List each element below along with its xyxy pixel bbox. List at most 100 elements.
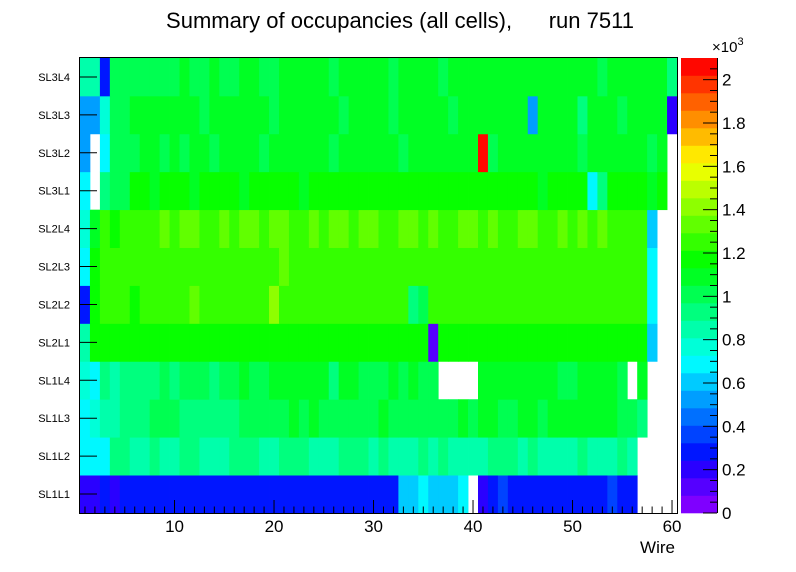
heatmap-cell [159,361,170,400]
heatmap-cell [229,209,240,248]
heatmap-cell [99,285,111,324]
heatmap-cell [269,171,280,211]
heatmap-cell [378,171,389,211]
heatmap-cell [249,437,260,476]
heatmap-cell [567,58,578,97]
heatmap-cell [567,323,578,362]
heatmap-cell [408,58,419,97]
heatmap-cell [547,209,558,248]
y-tick-label: SL3L4 [38,72,70,84]
heatmap-cell [259,361,270,400]
heatmap-cell [119,133,131,173]
heatmap-cell [179,475,190,514]
heatmap-cell [159,247,170,286]
heatmap-cell [577,247,588,286]
heatmap-cell [99,361,111,400]
heatmap-cell [637,285,648,324]
heatmap-cell [408,361,419,400]
heatmap-cell [139,209,151,248]
heatmap-cell [478,361,489,400]
heatmap-cell [99,209,111,248]
heatmap-cell [527,361,539,400]
heatmap-cell [308,437,320,476]
heatmap-cell [318,475,330,514]
heatmap-cell [129,133,141,173]
heatmap-cell [259,475,270,514]
heatmap-cell [318,399,330,438]
heatmap-cell [418,437,429,476]
heatmap-cell [607,437,618,476]
heatmap-cell [159,399,170,438]
heatmap-cell [179,285,190,324]
z-tick-label: 1 [722,287,731,306]
palette-band [681,478,717,496]
heatmap-cell [378,58,389,97]
heatmap-cell [547,95,558,135]
heatmap-cell [398,285,409,324]
heatmap-cell [617,171,628,211]
heatmap-cell [487,285,499,324]
heatmap-cell [348,133,359,173]
heatmap-cell [189,171,200,211]
heatmap-cell [627,285,638,324]
heatmap-cell [617,323,628,362]
y-tick-label: SL3L3 [38,110,70,122]
heatmap-cell [487,209,499,248]
heatmap-cell [627,171,638,211]
heatmap-cell [328,247,340,286]
heatmap-cell [458,133,469,173]
heatmap-cell [398,475,409,514]
heatmap-cell [617,247,628,286]
heatmap-cell [617,133,628,173]
heatmap-cell [328,95,340,135]
heatmap-cell [249,95,260,135]
heatmap-cell [517,209,529,248]
heatmap-cell [129,247,141,286]
heatmap-cell [577,171,588,211]
palette-band [681,320,717,339]
heatmap-cell [527,323,539,362]
heatmap-cell [99,399,111,438]
heatmap-cell [219,361,230,400]
heatmap-cell [468,285,479,324]
heatmap-cell [587,323,598,362]
heatmap-cell [637,399,648,438]
heatmap-cell [627,95,638,135]
heatmap-cell [557,171,568,211]
heatmap-cell [139,95,151,135]
palette-band [681,495,717,514]
heatmap-cell [398,58,409,97]
heatmap-cell [308,399,320,438]
heatmap-cell [378,285,389,324]
x-tick-label: 60 [663,517,682,536]
palette-band [681,390,717,409]
heatmap-cell [547,133,558,173]
x-tick-label: 30 [364,517,383,536]
heatmap-cell [338,285,350,324]
heatmap-cell [328,171,340,211]
heatmap-cell [129,475,141,514]
heatmap-cell [577,209,588,248]
heatmap-cell [149,209,160,248]
heatmap-cell [219,209,230,248]
heatmap-cell [119,475,131,514]
heatmap-cell [537,437,549,476]
heatmap-cell [209,323,220,362]
heatmap-cell [99,171,111,211]
heatmap-cell [308,171,320,211]
heatmap-cell [318,171,330,211]
heatmap-cell [368,285,379,324]
heatmap-cell [428,399,439,438]
heatmap-cell [249,133,260,173]
heatmap-cell [597,171,608,211]
heatmap-cell [517,285,529,324]
heatmap-cell [577,323,588,362]
heatmap-cell [229,58,240,97]
heatmap-cell [557,58,568,97]
heatmap-cell [547,171,558,211]
heatmap-cell [229,95,240,135]
heatmap-cell [587,437,598,476]
heatmap-cell [229,475,240,514]
heatmap-cell [507,209,519,248]
heatmap-cell [338,58,350,97]
